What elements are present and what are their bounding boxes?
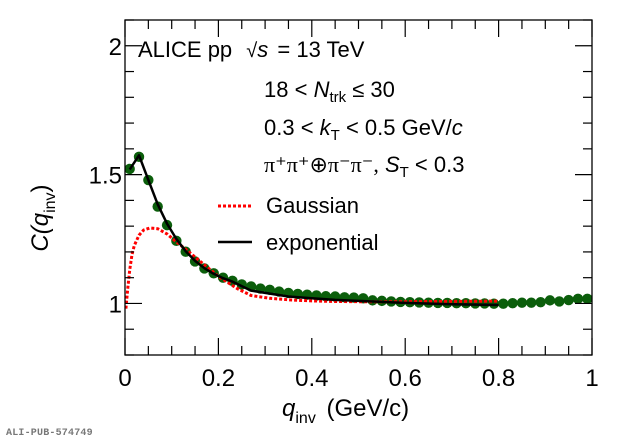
data-point (572, 293, 584, 305)
y-tick-label: 1 (109, 291, 122, 318)
annotation-multiplicity: 18 < Ntrk ≤ 30 (264, 77, 395, 107)
x-axis-label: qinv (GeV/c) (282, 395, 409, 429)
data-point (535, 296, 546, 308)
data-point (554, 296, 565, 307)
legend-exponential-label: exponential (266, 230, 379, 255)
data-point (582, 293, 592, 305)
annotation-layer: ALICE pp √s = 13 TeV 18 < Ntrk ≤ 30 0.3 … (27, 37, 464, 429)
x-tick-label: 0.2 (202, 365, 235, 392)
x-tick-label: 0.6 (389, 365, 422, 392)
publication-id: ALI-PUB-574749 (6, 428, 93, 439)
x-tick-label: 1 (585, 365, 598, 392)
data-point (544, 295, 556, 306)
data-point (526, 297, 537, 308)
axes-layer: 0 0.2 0.4 0.6 0.8 1 1 1.5 2 (89, 19, 599, 392)
x-tick-label: 0.4 (295, 365, 328, 392)
annotation-experiment: ALICE pp √s = 13 TeV (138, 37, 365, 62)
y-tick-label: 2 (109, 34, 122, 61)
annotation-kt-range: 0.3 < kT < 0.5 GeV/c (264, 115, 463, 145)
annotation-pair-selection: π⁺π⁺⊕π⁻π⁻, ST < 0.3 (264, 152, 464, 182)
legend-gaussian-label: Gaussian (266, 193, 359, 218)
exponential-fit-curve (128, 154, 499, 307)
series-layer (125, 151, 592, 309)
x-tick-label: 0 (118, 365, 131, 392)
data-point (507, 298, 518, 309)
y-axis-label: C(qinv) (27, 184, 59, 251)
data-point (498, 298, 509, 309)
x-tick-label: 0.8 (482, 365, 515, 392)
gaussian-fit-curve (125, 226, 499, 309)
data-point (563, 294, 574, 306)
data-point (516, 297, 528, 308)
y-tick-label: 1.5 (89, 163, 122, 190)
